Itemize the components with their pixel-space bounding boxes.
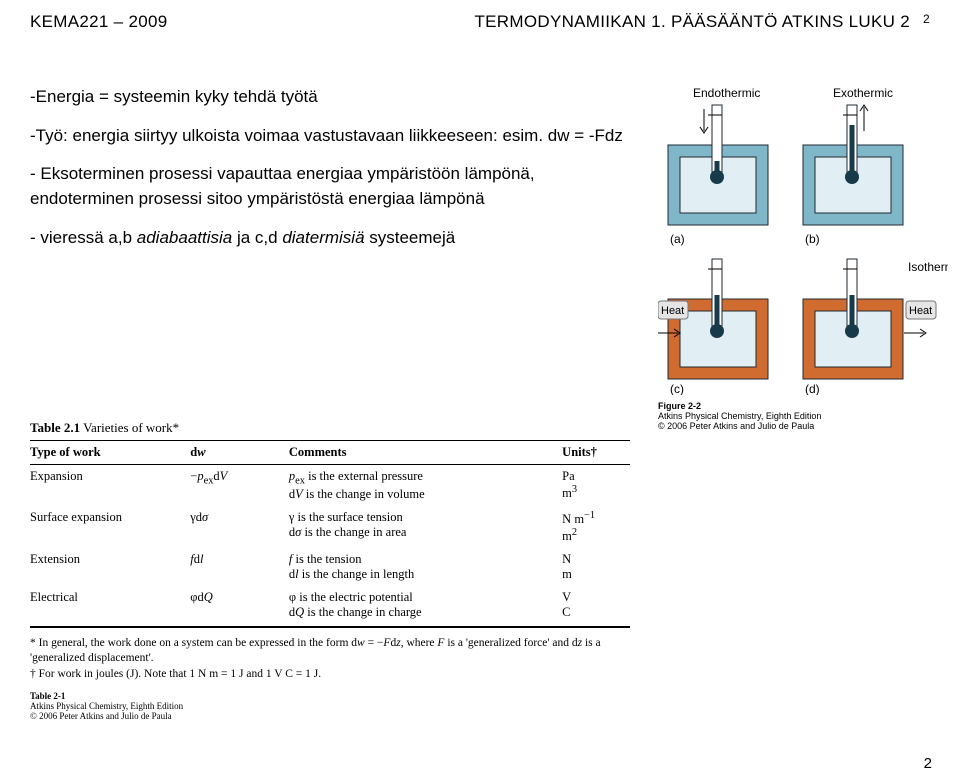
table-caption-l1: Atkins Physical Chemistry, Eighth Editio…	[30, 701, 183, 711]
table-title-bold: Table 2.1	[30, 420, 80, 435]
body-p3: - Eksoterminen prosessi vapauttaa energi…	[30, 162, 635, 211]
work-table: Type of work dw Comments Units† Expansio…	[30, 441, 630, 624]
table-caption-title: Table 2-1	[30, 691, 65, 701]
th-dw: dw	[190, 441, 289, 465]
p4-italic2: diatermisiä	[282, 228, 364, 247]
table-title: Table 2.1 Varieties of work*	[30, 420, 630, 436]
p4-prefix: - vieressä a,b	[30, 228, 137, 247]
page-number-bottom: 2	[924, 755, 932, 772]
label-endothermic: Endothermic	[693, 86, 760, 100]
heat-label-d: Heat	[909, 305, 932, 317]
body-p2: -Työ: energia siirtyy ulkoista voimaa va…	[30, 124, 635, 149]
figure-2-2: Endothermic Exothermic (a) (b)	[658, 85, 948, 432]
table-row: ElectricalφdQφ is the electric potential…	[30, 586, 630, 624]
figure-caption-title: Figure 2-2	[658, 401, 701, 411]
table-row: Expansion−pexdVpex is the external press…	[30, 465, 630, 506]
figure-caption: Figure 2-2 Atkins Physical Chemistry, Ei…	[658, 402, 948, 432]
label-isothermal: Isothermal	[908, 260, 948, 274]
body-p1: -Energia = systeemin kyky tehdä työtä	[30, 85, 635, 110]
label-b: (b)	[805, 232, 820, 246]
cell-dw: φdQ	[190, 586, 289, 624]
footnote-2: † For work in joules (J). Note that 1 N …	[30, 667, 630, 683]
header-right: TERMODYNAMIIKAN 1. PÄÄSÄÄNTÖ ATKINS LUKU…	[474, 12, 930, 32]
cell-dw: fdl	[190, 548, 289, 586]
cell-c: Heat	[658, 259, 768, 379]
cell-type: Extension	[30, 548, 190, 586]
table-caption: Table 2-1 Atkins Physical Chemistry, Eig…	[30, 692, 630, 722]
cell-dw: −pexdV	[190, 465, 289, 506]
label-a: (a)	[670, 232, 685, 246]
cell-b	[803, 105, 903, 225]
body-text-block: -Energia = systeemin kyky tehdä työtä -T…	[30, 85, 635, 264]
cell-type: Expansion	[30, 465, 190, 506]
label-exothermic: Exothermic	[833, 86, 893, 100]
figure-svg: Endothermic Exothermic (a) (b)	[658, 85, 948, 395]
table-row: Surface expansionγdσγ is the surface ten…	[30, 506, 630, 548]
footnote-1: * In general, the work done on a system …	[30, 636, 630, 667]
cell-comment: pex is the external pressuredV is the ch…	[289, 465, 562, 506]
header-left: KEMA221 – 2009	[30, 12, 167, 32]
body-p4: - vieressä a,b adiabaattisia ja c,d diat…	[30, 226, 635, 251]
p4-suffix: systeemejä	[365, 228, 456, 247]
cell-unit: Pam3	[562, 465, 630, 506]
th-unit: Units†	[562, 441, 630, 465]
heat-label-c: Heat	[661, 305, 684, 317]
figure-caption-l1: Atkins Physical Chemistry, Eighth Editio…	[658, 411, 821, 421]
table-header-row: Type of work dw Comments Units†	[30, 441, 630, 465]
table-caption-l2: © 2006 Peter Atkins and Julio de Paula	[30, 711, 172, 721]
cell-type: Electrical	[30, 586, 190, 624]
label-c: (c)	[670, 382, 684, 395]
p4-mid: ja c,d	[232, 228, 282, 247]
header-right-text: TERMODYNAMIIKAN 1. PÄÄSÄÄNTÖ ATKINS LUKU…	[474, 12, 910, 31]
cell-dw: γdσ	[190, 506, 289, 548]
cell-a	[668, 105, 768, 225]
th-type: Type of work	[30, 441, 190, 465]
p4-italic1: adiabaattisia	[137, 228, 232, 247]
cell-unit: N m−1m2	[562, 506, 630, 548]
table-title-rest: Varieties of work*	[80, 420, 179, 435]
label-d: (d)	[805, 382, 820, 395]
table-footnotes: * In general, the work done on a system …	[30, 636, 630, 683]
cell-d: Heat	[803, 259, 936, 379]
figure-caption-l2: © 2006 Peter Atkins and Julio de Paula	[658, 421, 814, 431]
cell-unit: VC	[562, 586, 630, 624]
cell-comment: φ is the electric potentialdQ is the cha…	[289, 586, 562, 624]
table-row: Extensionfdlf is the tensiondl is the ch…	[30, 548, 630, 586]
page-number-top: 2	[923, 12, 930, 26]
table-rule-bottom	[30, 627, 630, 628]
table-2-1: Table 2.1 Varieties of work* Type of wor…	[30, 420, 630, 722]
page-header: KEMA221 – 2009 TERMODYNAMIIKAN 1. PÄÄSÄÄ…	[0, 0, 960, 32]
cell-comment: f is the tensiondl is the change in leng…	[289, 548, 562, 586]
cell-type: Surface expansion	[30, 506, 190, 548]
th-comment: Comments	[289, 441, 562, 465]
cell-unit: Nm	[562, 548, 630, 586]
cell-comment: γ is the surface tensiondσ is the change…	[289, 506, 562, 548]
